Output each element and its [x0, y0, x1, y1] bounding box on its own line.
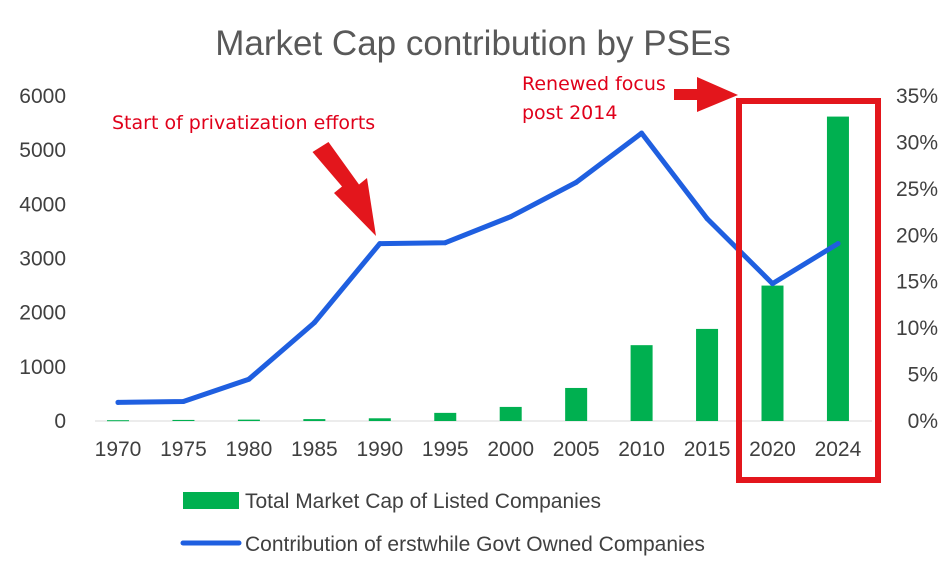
right-tick-label: 30%: [896, 131, 938, 154]
x-tick-label: 2005: [553, 438, 600, 461]
bar: [565, 387, 588, 421]
bar: [696, 328, 719, 421]
right-tick-label: 5%: [908, 364, 938, 387]
line-point: [311, 320, 317, 326]
bar: [761, 285, 784, 421]
line-point: [770, 281, 775, 287]
series-line: [115, 130, 841, 405]
line-point: [442, 240, 448, 246]
highlight-box: [736, 98, 881, 483]
right-axis-ticks: 0% 5% 10% 15% 20% 25% 30% 35%: [896, 85, 938, 433]
left-tick-label: 3000: [19, 248, 66, 271]
line-series: [115, 130, 841, 405]
right-tick-label: 20%: [896, 224, 938, 247]
annotation-renewed-line2: post 2014: [522, 102, 617, 124]
line-point: [508, 214, 514, 220]
right-tick-label: 10%: [896, 317, 938, 340]
annotation-renewed-line1: Renewed focus: [522, 73, 666, 95]
right-tick-label: 0%: [908, 410, 938, 433]
bar: [172, 419, 195, 421]
line-point: [246, 376, 252, 382]
left-tick-label: 0: [54, 410, 66, 433]
line-point: [704, 216, 710, 222]
x-tick-label: 1985: [291, 438, 338, 461]
bar: [434, 412, 457, 421]
x-axis-ticks: 1970 1975 1980 1985 1990 1995 2000 2005 2010 2015…: [95, 438, 862, 461]
line-point: [639, 130, 645, 136]
line-point: [573, 179, 579, 185]
right-tick-label: 35%: [896, 85, 938, 108]
x-tick-label: 1980: [226, 438, 273, 461]
x-tick-label: 1970: [95, 438, 142, 461]
x-tick-label: 2000: [487, 438, 534, 461]
renewed-focus-arrow: [674, 77, 738, 112]
legend-line-label: Contribution of erstwhile Govt Owned Com…: [245, 533, 705, 556]
left-tick-label: 6000: [19, 85, 66, 108]
x-tick-label: 1990: [356, 438, 403, 461]
privatization-arrow: [312, 142, 376, 236]
line-point: [115, 399, 121, 405]
legend-bar-label: Total Market Cap of Listed Companies: [245, 490, 601, 513]
bar: [499, 406, 522, 421]
bar: [826, 116, 849, 421]
x-tick-label: 1995: [422, 438, 469, 461]
bar: [107, 420, 129, 422]
annotation-privatization: Start of privatization efforts: [112, 112, 375, 134]
line-point: [835, 241, 841, 247]
bar: [303, 419, 326, 421]
x-tick-label: 2024: [815, 438, 862, 461]
line-point: [377, 241, 383, 247]
bar: [368, 418, 391, 421]
chart-title: Market Cap contribution by PSEs: [215, 24, 731, 63]
line-point: [180, 399, 186, 404]
left-tick-label: 5000: [19, 139, 66, 162]
x-tick-label: 1975: [160, 438, 207, 461]
left-tick-label: 4000: [19, 193, 66, 216]
left-tick-label: 2000: [19, 302, 66, 325]
right-tick-label: 15%: [896, 271, 938, 294]
right-tick-label: 25%: [896, 178, 938, 201]
bar-series: [107, 116, 849, 422]
left-axis-ticks: 0 1000 2000 3000 4000 5000 6000: [19, 85, 66, 433]
bar: [237, 419, 260, 421]
x-tick-label: 2015: [684, 438, 731, 461]
legend-bar-swatch: [183, 492, 239, 509]
x-tick-label: 2010: [618, 438, 665, 461]
bar: [630, 345, 653, 421]
left-tick-label: 1000: [19, 356, 66, 379]
x-tick-label: 2020: [749, 438, 796, 461]
